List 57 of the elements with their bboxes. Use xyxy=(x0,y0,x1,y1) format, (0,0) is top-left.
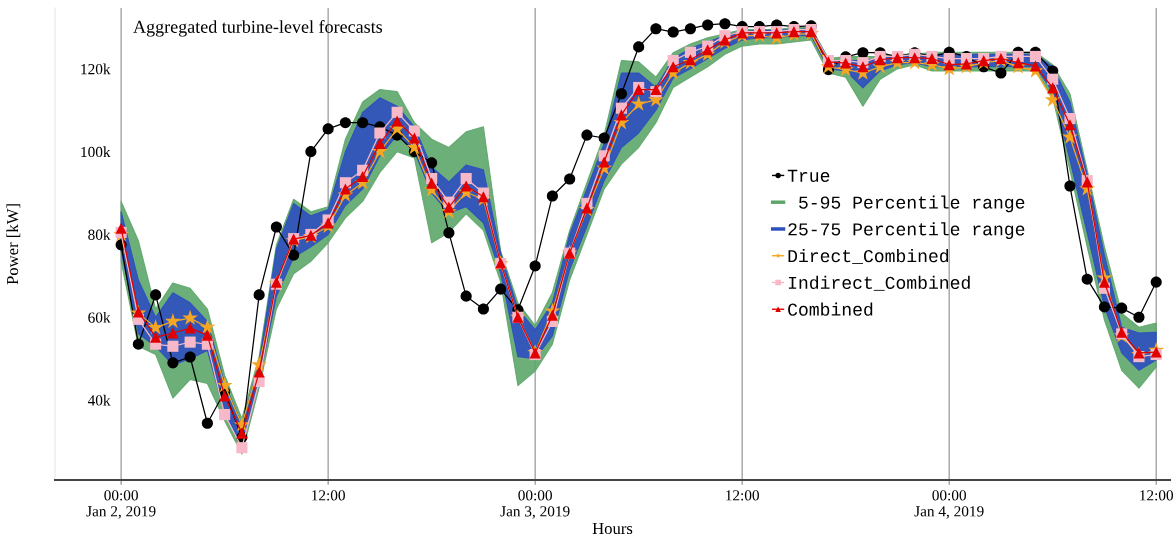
point xyxy=(1150,276,1162,288)
legend-label: Combined xyxy=(788,302,873,316)
point xyxy=(322,123,334,135)
point xyxy=(288,249,300,261)
legend-label: True xyxy=(787,169,830,182)
legend-label: 5-95 Percentile range xyxy=(799,195,1025,213)
point xyxy=(150,289,162,301)
x-axis-title: Hours xyxy=(592,522,633,535)
y-tick-label: 120k xyxy=(81,63,111,75)
text: Aggregated turbine-level forecasts xyxy=(133,19,383,37)
point xyxy=(443,227,455,239)
point xyxy=(615,88,627,100)
point xyxy=(495,283,507,295)
point xyxy=(357,117,369,129)
point xyxy=(132,338,144,350)
point xyxy=(1098,301,1110,313)
legend-label: Direct_Combined xyxy=(788,248,949,264)
y-tick-label: 80k xyxy=(88,229,111,240)
point xyxy=(305,146,317,158)
point xyxy=(564,173,576,185)
point xyxy=(719,18,731,30)
point xyxy=(477,303,489,315)
point xyxy=(598,132,610,144)
point xyxy=(529,260,541,272)
point xyxy=(1133,311,1145,323)
x-tick-label: 12:00 xyxy=(1140,490,1174,501)
point xyxy=(201,417,213,429)
point xyxy=(339,117,351,129)
legend-label: Indirect_Combined xyxy=(788,275,970,291)
x-tick-label: 00:00 Jan 4, 2019 xyxy=(914,490,984,519)
point xyxy=(460,290,472,302)
point xyxy=(667,26,679,38)
legend-label: 25-75 Percentile range xyxy=(788,222,1025,240)
x-tick-label: 00:00 Jan 2, 2019 xyxy=(86,490,156,519)
x-tick-label: 12:00 xyxy=(312,490,345,501)
point xyxy=(253,289,265,301)
point xyxy=(633,41,645,53)
x-tick-label: 12:00 xyxy=(726,490,759,501)
point xyxy=(167,357,179,369)
point xyxy=(1064,180,1076,192)
point xyxy=(650,23,662,35)
y-tick-label: 100k xyxy=(81,146,111,158)
point xyxy=(857,47,869,59)
point xyxy=(1116,302,1128,314)
y-tick-label: 40k xyxy=(87,394,111,406)
x-tick-label: 00:00 Jan 3, 2019 xyxy=(500,490,570,519)
point xyxy=(995,67,1007,79)
point xyxy=(1081,273,1093,285)
point xyxy=(426,157,438,169)
point xyxy=(684,23,696,35)
point xyxy=(702,19,714,31)
point xyxy=(581,129,593,141)
y-tick-label: 60k xyxy=(88,311,111,323)
point xyxy=(546,190,558,202)
point xyxy=(270,221,282,233)
y-axis-title: Power [kW] xyxy=(6,204,21,285)
point xyxy=(184,351,196,363)
